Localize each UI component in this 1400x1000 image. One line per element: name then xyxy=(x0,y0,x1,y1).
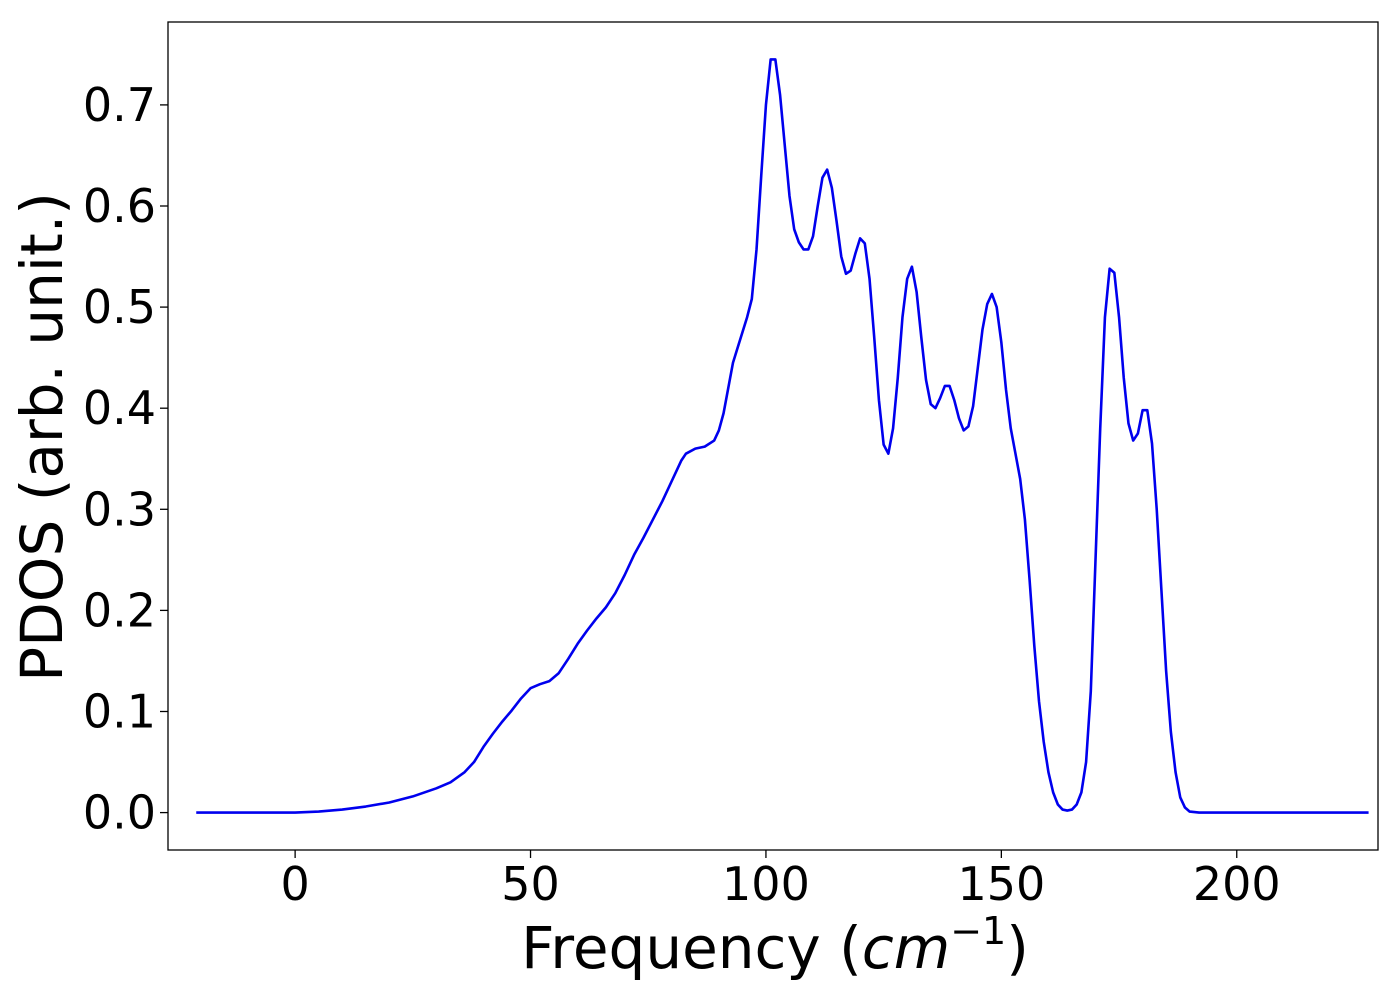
y-tick-label: 0.3 xyxy=(83,482,156,536)
y-tick-label: 0.0 xyxy=(83,786,156,840)
y-tick-label: 0.7 xyxy=(83,78,156,132)
plot-frame xyxy=(167,21,1379,851)
x-tick-label: 200 xyxy=(1193,857,1281,911)
y-tick-label: 0.5 xyxy=(83,280,156,334)
y-tick-label: 0.6 xyxy=(83,179,156,233)
y-axis-label: PDOS (arb. unit.) xyxy=(8,192,76,682)
x-axis: 0 50 100 150 200 xyxy=(280,850,1281,911)
x-axis-label-exponent: −1 xyxy=(950,909,1006,953)
x-axis-label-text: Frequency ( xyxy=(521,914,862,982)
x-tick-label: 50 xyxy=(501,857,560,911)
y-tick-label: 0.2 xyxy=(83,583,156,637)
y-axis: 0.0 0.1 0.2 0.3 0.4 0.5 0.6 0.7 xyxy=(83,78,168,840)
y-tick-label: 0.4 xyxy=(83,381,156,435)
x-axis-label-close: ) xyxy=(1006,914,1029,982)
x-tick-label: 0 xyxy=(280,857,309,911)
series-line-0 xyxy=(196,58,1369,814)
x-tick-label: 150 xyxy=(957,857,1045,911)
y-tick-label: 0.1 xyxy=(83,684,156,738)
x-axis-label-math: cm xyxy=(862,914,950,982)
x-tick-label: 100 xyxy=(722,857,810,911)
x-axis-label: Frequency (cm−1) xyxy=(521,909,1029,982)
plot-area xyxy=(167,21,1379,851)
